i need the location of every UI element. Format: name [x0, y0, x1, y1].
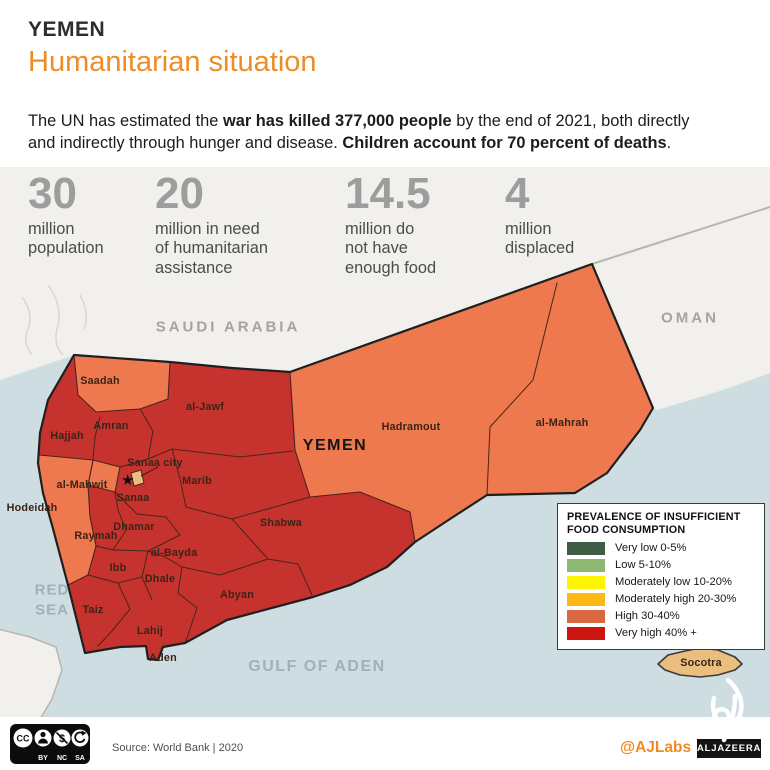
map-legend: PREVALENCE OF INSUFFICIENT FOOD CONSUMPT…	[557, 503, 765, 650]
intro-segment: .	[666, 134, 672, 153]
legend-swatch	[567, 575, 605, 589]
legend-row: High 30-40%	[567, 609, 755, 623]
stat-value: 20	[155, 169, 204, 218]
legend-label: High 30-40%	[615, 610, 680, 623]
relief-texture	[21, 284, 87, 356]
aljazeera-wordmark: ALJAZEERA	[697, 739, 761, 758]
yemen-country-outline	[36, 262, 655, 662]
capital-star-icon: ★	[121, 472, 135, 489]
creative-commons-badge: CC $ BY NC SA	[10, 724, 90, 764]
svg-text:CC: CC	[17, 734, 30, 744]
footer: CC $ BY NC SA Source: World Bank | 2020 …	[0, 717, 770, 770]
intro-segment: The UN has estimated the	[28, 112, 223, 131]
page-title: Humanitarian situation	[28, 46, 317, 78]
stat-14.5: 14.5 million do not have enough food	[345, 169, 437, 278]
legend-swatch	[567, 541, 605, 555]
stat-4: 4 million displaced	[505, 169, 575, 259]
legend-row: Moderately low 10-20%	[567, 575, 755, 589]
africa-shape	[0, 628, 63, 717]
country-kicker: YEMEN	[28, 18, 106, 41]
intro-paragraph: The UN has estimated the war has killed …	[28, 111, 704, 154]
svg-text:SA: SA	[75, 755, 85, 762]
legend-title: PREVALENCE OF INSUFFICIENT FOOD CONSUMPT…	[567, 511, 741, 537]
legend-items: Very low 0-5% Low 5-10% Moderately low 10-…	[567, 541, 755, 640]
stat-value: 4	[505, 169, 530, 218]
stat-label: million do not have enough food	[345, 220, 437, 277]
legend-label: Very high 40% +	[615, 627, 697, 640]
stat-label: million displaced	[505, 220, 575, 258]
legend-swatch	[567, 592, 605, 606]
region-socotra	[657, 647, 743, 678]
stat-value: 30	[28, 169, 77, 218]
legend-label: Very low 0-5%	[615, 542, 687, 555]
choropleth-map: SAUDI ARABIA OMAN YEMEN RED SEA GULF OF ADEN…	[0, 167, 770, 717]
governorate-borders	[87, 282, 558, 647]
legend-label: Moderately low 10-20%	[615, 576, 732, 589]
svg-text:BY: BY	[38, 755, 48, 762]
intro-segment: Children account for 70 percent of death…	[342, 134, 667, 153]
stat-label: million in need of humanitarian assistan…	[155, 220, 268, 277]
aljazeera-calligraphy-logo	[710, 677, 744, 743]
legend-swatch	[567, 609, 605, 623]
legend-swatch	[567, 558, 605, 572]
legend-label: Low 5-10%	[615, 559, 671, 572]
cc-icon	[13, 728, 33, 748]
legend-row: Moderately high 20-30%	[567, 592, 755, 606]
legend-label: Moderately high 20-30%	[615, 593, 737, 606]
legend-row: Very high 40% +	[567, 626, 755, 640]
source-credit: Source: World Bank | 2020	[112, 742, 244, 754]
sanaa-city-pointer-line	[140, 466, 159, 477]
stat-20: 20 million in need of humanitarian assist…	[155, 169, 268, 278]
intro-segment: war has killed 377,000 people	[222, 112, 452, 131]
stat-30: 30 million population	[28, 169, 104, 259]
ajlabs-handle: @AJLabs	[620, 739, 692, 756]
stat-value: 14.5	[345, 169, 431, 218]
region-sanaa-city	[130, 469, 145, 487]
legend-row: Low 5-10%	[567, 558, 755, 572]
saudi-oman-border	[591, 206, 770, 265]
stat-label: million population	[28, 220, 104, 258]
svg-text:NC: NC	[57, 755, 67, 762]
legend-swatch	[567, 626, 605, 640]
legend-row: Very low 0-5%	[567, 541, 755, 555]
intro-segment: by the end of 2021, both directly and in…	[28, 112, 690, 153]
region-saadah	[73, 354, 171, 413]
